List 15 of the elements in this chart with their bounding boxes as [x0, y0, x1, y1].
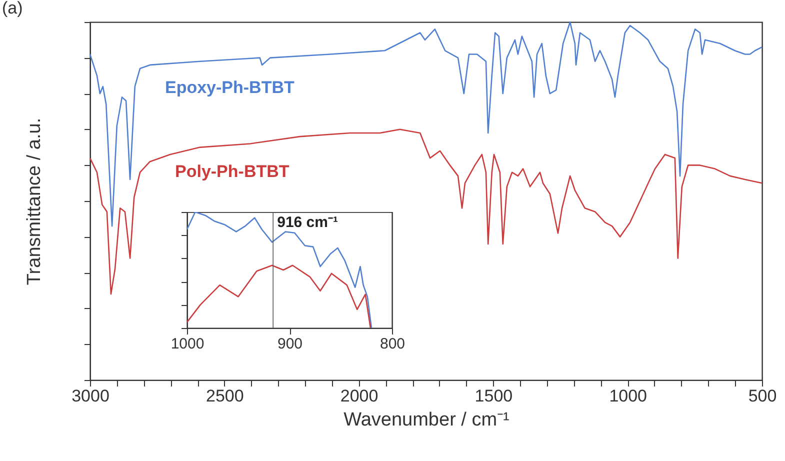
x-tick-label: 800 [380, 336, 406, 352]
x-tick-label: 3000 [72, 386, 110, 406]
x-tick-label: 1500 [474, 386, 513, 406]
x-tick-label: 1000 [170, 336, 204, 352]
x-tick-label: 2500 [206, 386, 244, 406]
chart-title: (a) [2, 0, 23, 18]
x-tick-label: 2000 [340, 386, 378, 406]
x-tick-label: 1000 [609, 386, 648, 406]
series-label: Poly-Ph-BTBT [175, 162, 290, 181]
y-axis-title: Transmittance / a.u. [24, 118, 45, 286]
x-axis-title: Wavenumber / cm⁻¹ [344, 410, 510, 430]
series-label: Epoxy-Ph-BTBT [165, 78, 295, 97]
x-tick-label: 500 [748, 386, 777, 406]
ref-line-label: 916 cm⁻¹ [277, 214, 338, 231]
x-tick-label: 900 [277, 336, 303, 352]
